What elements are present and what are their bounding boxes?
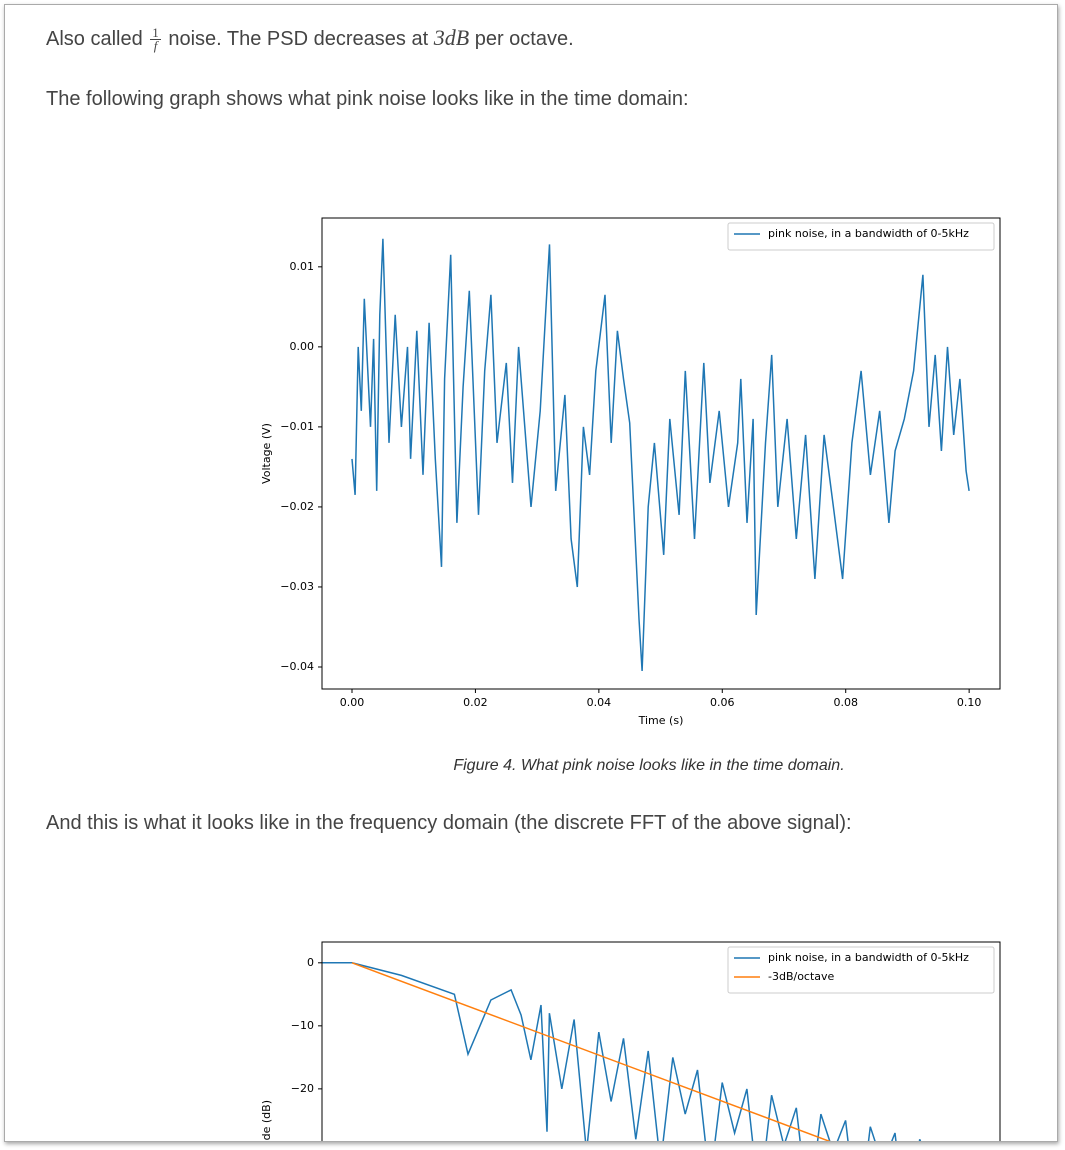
- x-tick-label: 0.02: [463, 696, 488, 709]
- numerator: 1: [150, 25, 161, 41]
- x-tick-label: 0.08: [833, 696, 858, 709]
- chart: −0.04 −0.03 −0.02 −0.01 0.00 0.01 0.00 0.02 0.04…: [260, 217, 1001, 727]
- y-tick-label: −20: [291, 1082, 314, 1095]
- chart: −20 −10 0 Amplitude (dB) pink noise, in a ba…: [260, 941, 1001, 1142]
- data-line: [351, 962, 831, 1141]
- x-tick-label: 0.00: [340, 696, 365, 709]
- y-tick-label: 0: [307, 956, 314, 969]
- y-axis-label: Amplitude (dB): [260, 1100, 273, 1142]
- data-line: [322, 962, 922, 1141]
- y-tick-label: −10: [291, 1019, 314, 1032]
- x-tick-label: 0.10: [957, 696, 982, 709]
- text: per octave.: [474, 28, 574, 50]
- figure-caption: Figure 4. What pink noise looks like in …: [453, 757, 845, 774]
- y-tick-label: 0.01: [290, 260, 315, 273]
- y-tick-label: −0.01: [280, 420, 314, 433]
- x-axis-label: Time (s): [638, 714, 684, 727]
- y-tick-label: −0.03: [280, 580, 314, 593]
- legend-label: -3dB/octave: [768, 970, 835, 983]
- math: 3dB: [433, 25, 470, 50]
- y-tick-label: −0.02: [280, 500, 314, 513]
- y-tick-label: −0.04: [280, 660, 314, 673]
- data-line: [351, 238, 970, 672]
- y-tick-label: 0.00: [290, 340, 315, 353]
- denominator: f: [153, 38, 158, 54]
- x-tick-label: 0.06: [710, 696, 735, 709]
- plot-frame: [321, 217, 1001, 690]
- legend-box: [727, 222, 995, 251]
- legend-box: [727, 946, 995, 994]
- text: Also called: [46, 28, 143, 50]
- legend-label: pink noise, in a bandwidth of 0-5kHz: [768, 951, 969, 964]
- plot-frame: [321, 941, 1001, 1141]
- x-tick-label: 0.04: [587, 696, 612, 709]
- text: noise. The PSD decreases at: [168, 28, 429, 50]
- paragraph: The following graph shows what pink nois…: [46, 88, 689, 110]
- y-axis-label: Voltage (V): [260, 423, 273, 484]
- legend-label: pink noise, in a bandwidth of 0-5kHz: [768, 227, 969, 240]
- paragraph: And this is what it looks like in the fr…: [46, 812, 852, 834]
